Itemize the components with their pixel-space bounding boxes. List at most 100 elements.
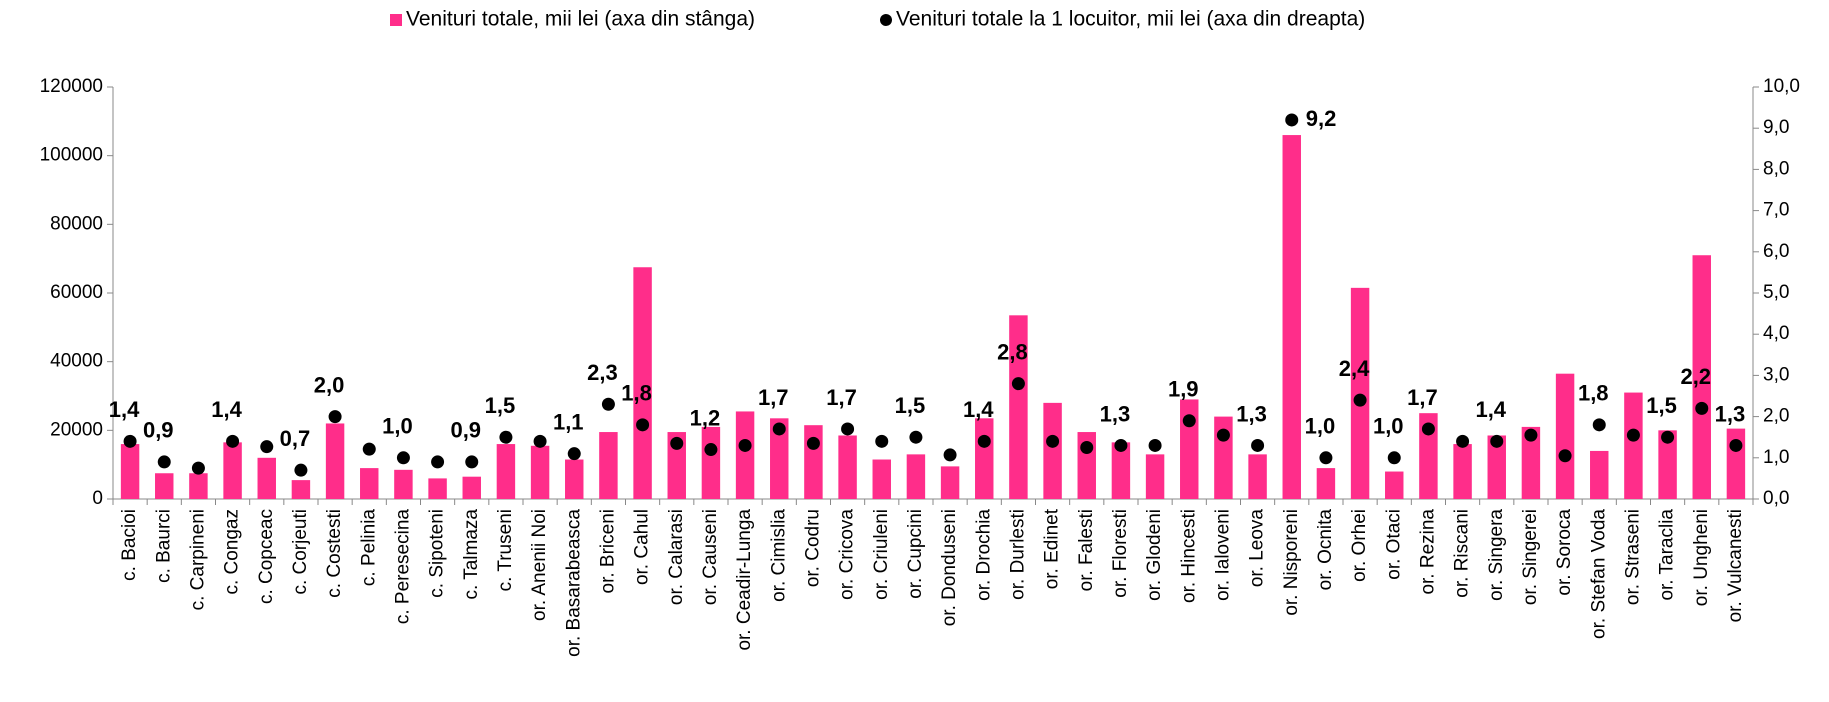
value-label: 1,3: [1236, 401, 1267, 426]
dot: [1558, 449, 1572, 463]
value-label: 0,9: [143, 418, 174, 443]
legend-marker: [390, 14, 402, 26]
bar: [838, 435, 857, 499]
value-label: 1,4: [109, 397, 140, 422]
bar: [1692, 255, 1711, 499]
value-label: 2,0: [314, 372, 345, 397]
bar: [599, 432, 618, 499]
y2-tick-label: 0,0: [1763, 488, 1789, 509]
x-tick-label: or. Codru: [802, 509, 823, 587]
dot: [396, 451, 410, 465]
dot: [1524, 428, 1538, 442]
x-tick-label: or. Orhei: [1349, 509, 1370, 582]
x-tick-label: c. Congaz: [222, 509, 243, 595]
legend-marker: [880, 14, 892, 26]
value-label: 1,7: [826, 385, 857, 410]
bar: [1487, 435, 1506, 499]
x-tick-label: or. Donduseni: [939, 509, 960, 626]
y-tick-label: 80000: [50, 213, 103, 234]
dot: [123, 434, 137, 448]
dot: [601, 397, 615, 411]
bar: [872, 459, 891, 499]
dot: [1387, 451, 1401, 465]
x-tick-label: c. Talmaza: [461, 509, 482, 600]
x-tick-label: or. Calarasi: [666, 509, 687, 605]
y-tick-label: 100000: [40, 145, 103, 166]
x-tick-label: or. Anenii Noi: [529, 509, 550, 621]
bar: [1658, 430, 1677, 499]
value-label: 1,5: [1646, 393, 1677, 418]
dot: [362, 442, 376, 456]
bar: [1009, 315, 1028, 499]
value-label: 1,5: [895, 393, 926, 418]
bar: [1419, 413, 1438, 499]
x-tick-label: or. Ceadir-Lunga: [734, 509, 755, 651]
bar: [496, 444, 516, 499]
dot: [533, 434, 547, 448]
y2-tick-label: 1,0: [1763, 447, 1789, 468]
dot: [1011, 377, 1025, 391]
x-tick-label: c. Carpineni: [187, 509, 208, 610]
dot: [1421, 422, 1435, 436]
y2-tick-label: 5,0: [1763, 282, 1789, 303]
dot: [431, 455, 445, 469]
dot: [1114, 438, 1128, 452]
y-tick-label: 20000: [50, 419, 103, 440]
x-tick-label: or. Durlesti: [1007, 509, 1028, 600]
bar: [394, 469, 413, 499]
dot: [977, 434, 991, 448]
dot: [157, 455, 171, 469]
x-tick-label: c. Baurci: [153, 509, 174, 583]
value-label: 1,4: [963, 397, 994, 422]
bar: [1350, 287, 1370, 499]
value-label: 2,4: [1339, 356, 1370, 381]
bar: [1624, 392, 1643, 499]
dot: [1592, 418, 1606, 432]
dot: [1319, 451, 1333, 465]
x-tick-label: or. Singerei: [1520, 509, 1541, 605]
value-label: 1,2: [690, 405, 721, 430]
bar: [1385, 471, 1404, 499]
dot: [806, 436, 820, 450]
dot: [1695, 401, 1709, 415]
value-label: 1,3: [1100, 401, 1131, 426]
dot: [909, 430, 923, 444]
x-tick-label: or. Drochia: [973, 509, 994, 601]
dot: [1456, 434, 1470, 448]
x-tick-label: or. Briceni: [597, 509, 618, 593]
dot: [670, 436, 684, 450]
x-tick-label: or. Leova: [1247, 509, 1268, 588]
value-label: 1,1: [553, 409, 584, 434]
bar: [633, 267, 652, 499]
x-tick-label: c. Truseni: [495, 509, 516, 591]
bar: [565, 459, 584, 499]
x-tick-label: or. Stefan Voda: [1588, 509, 1609, 639]
x-tick-label: c. Sipoteni: [427, 509, 448, 598]
x-tick-label: or. Vulcanesti: [1725, 509, 1746, 622]
value-label: 1,8: [1578, 381, 1609, 406]
y-tick-label: 120000: [40, 76, 103, 97]
y2-tick-label: 2,0: [1763, 406, 1789, 427]
x-tick-label: or. Taraclia: [1657, 509, 1678, 601]
y2-tick-label: 6,0: [1763, 241, 1789, 262]
y-tick-label: 60000: [50, 282, 103, 303]
bar: [1316, 468, 1336, 499]
dot: [1285, 113, 1299, 127]
bar: [940, 466, 960, 499]
dot: [704, 443, 718, 457]
dot: [943, 448, 957, 462]
bar: [1145, 454, 1165, 499]
dot: [567, 447, 581, 461]
bar: [770, 418, 789, 499]
x-tick-label: or. Rezina: [1417, 509, 1438, 595]
value-label: 0,9: [450, 418, 481, 443]
bar: [1590, 450, 1609, 499]
value-label: 2,8: [997, 339, 1028, 364]
x-tick-label: or. Basarabeasca: [563, 509, 584, 657]
x-tick-label: c. Copceac: [256, 509, 277, 604]
x-tick-label: or. Riscani: [1452, 509, 1473, 598]
bar: [735, 411, 755, 499]
dot: [1661, 430, 1675, 444]
value-label: 0,7: [280, 426, 311, 451]
